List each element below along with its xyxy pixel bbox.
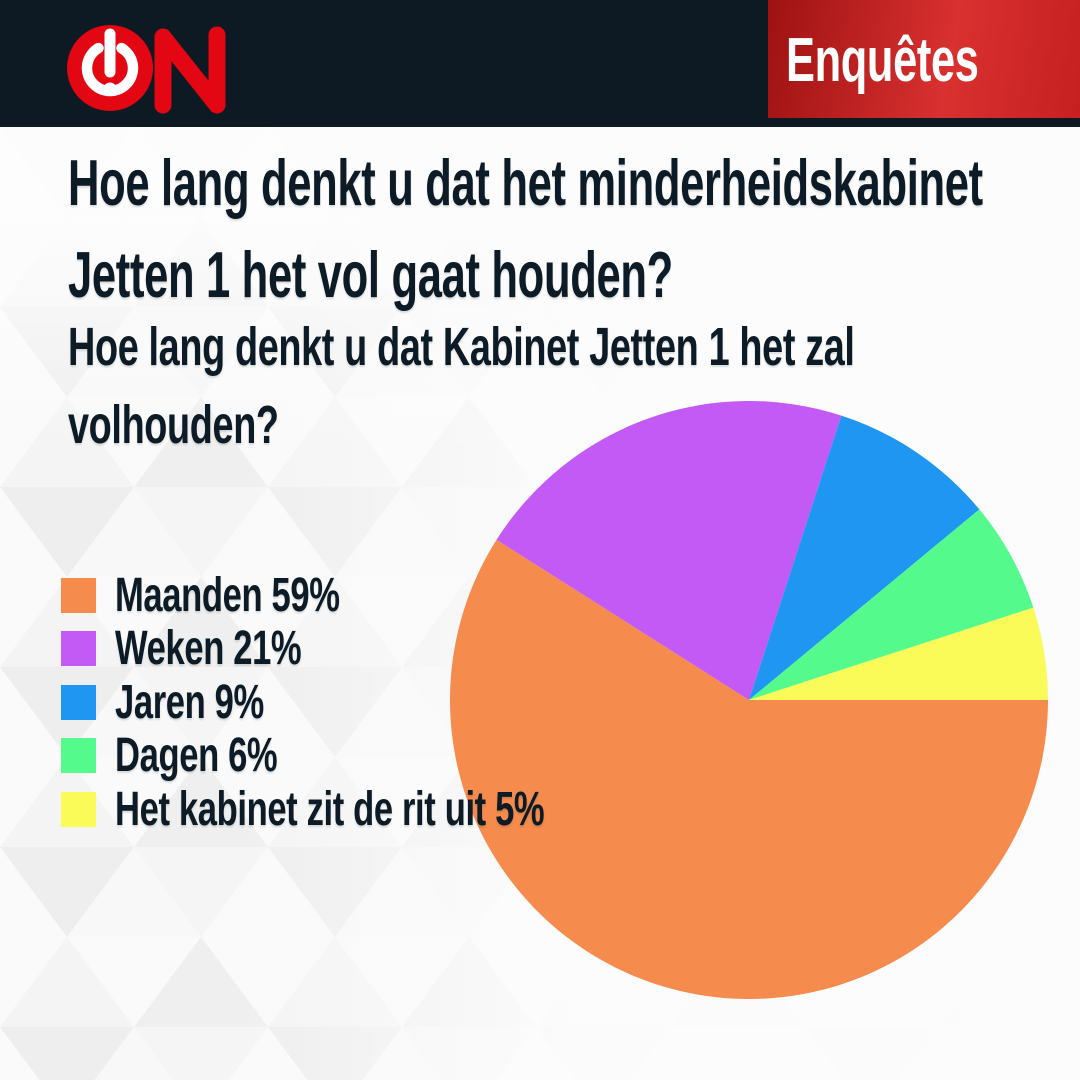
legend-label: Dagen 6%: [115, 729, 278, 783]
pie-slice-het-kabinet-zit-de-rit-uit: [749, 607, 1048, 700]
pie-slice-dagen: [749, 509, 1034, 700]
legend-swatch: [61, 631, 96, 667]
legend-item: Maanden 59%: [61, 569, 711, 622]
pie-slice-jaren: [749, 415, 980, 700]
legend-label: Weken 21%: [115, 622, 302, 676]
title-line-2: Jetten 1 het vol gaat houden?: [68, 238, 673, 311]
legend-label: Maanden 59%: [115, 569, 340, 622]
legend-label: Het kabinet zit de rit uit 5%: [115, 782, 545, 836]
title-line-1: Hoe lang denkt u dat het minderheidskabi…: [68, 146, 983, 219]
pie-slice-maanden: [450, 539, 1048, 999]
power-exclamation-icon: [67, 25, 153, 111]
legend-swatch: [61, 738, 96, 774]
legend-item: Weken 21%: [61, 622, 711, 676]
chart-legend: Maanden 59% Weken 21% Jaren 9% Dagen 6% Het …: [61, 569, 711, 836]
legend-swatch: [61, 578, 96, 613]
pie-slice-weken: [496, 401, 842, 700]
legend-label: Jaren 9%: [115, 675, 264, 729]
legend-swatch: [61, 684, 96, 720]
on-logo: [67, 25, 226, 114]
badge-label: Enquêtes: [786, 26, 980, 95]
subtitle-line-1: Hoe lang denkt u dat Kabinet Jetten 1 he…: [68, 317, 855, 377]
legend-swatch: [61, 791, 96, 827]
legend-item: Het kabinet zit de rit uit 5%: [61, 782, 711, 836]
legend-item: Dagen 6%: [61, 729, 711, 783]
logo-letter-n: [154, 26, 226, 114]
pie-chart: [450, 401, 1048, 999]
category-badge: Enquêtes: [768, 0, 1080, 118]
legend-item: Jaren 9%: [61, 675, 711, 729]
header-bar: Enquêtes: [0, 0, 1080, 127]
subtitle-line-2: volhouden?: [68, 395, 279, 455]
